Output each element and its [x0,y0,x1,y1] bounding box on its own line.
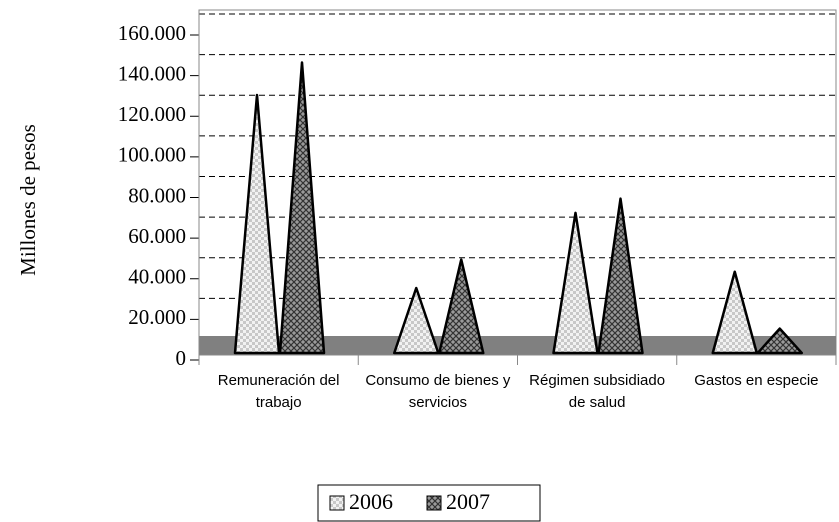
y-tick-label: 40.000 [128,265,186,289]
legend-swatch [426,495,442,511]
y-axis-label: Millones de pesos [16,124,40,276]
x-tick-label: Gastos en especie [694,372,819,389]
y-tick-label: 0 [176,346,187,370]
legend-swatch [329,495,345,511]
pyramid [233,93,281,355]
legend-label: 2007 [446,489,490,514]
floor [199,336,836,355]
x-tick-label: Régimen subsidiado de salud [529,372,666,411]
pyramid [552,211,599,355]
legend-label: 2006 [349,489,393,514]
x-tick-label: Remuneración del trabajo [217,372,340,411]
pyramid [756,327,803,355]
pyramid [438,258,485,355]
y-tick-label: 20.000 [128,305,186,329]
y-tick-label: 80.000 [128,183,186,207]
y-tick-label: 140.000 [118,61,186,85]
x-tick-label: Consumo de bienes y servicios [365,372,511,411]
pyramid [711,270,758,355]
pyramid [393,286,440,355]
y-tick-label: 120.000 [118,102,186,126]
pyramid [597,197,644,355]
y-tick-label: 60.000 [128,224,186,248]
y-tick-label: 100.000 [118,143,186,167]
pyramid [278,61,326,355]
y-tick-label: 160.000 [118,21,186,45]
